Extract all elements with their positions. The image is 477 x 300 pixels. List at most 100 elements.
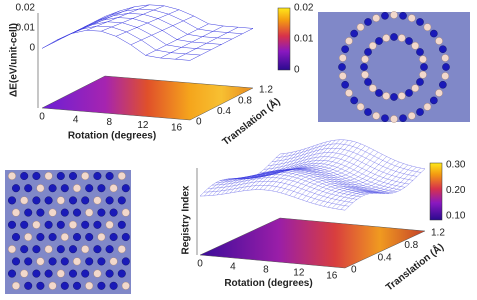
atom	[117, 220, 126, 229]
atom	[20, 196, 29, 205]
z-tick-label: 0.01	[16, 23, 36, 34]
mesh-line	[285, 145, 366, 195]
atom	[341, 80, 349, 89]
x-axis-label: Rotation (degrees)	[224, 278, 312, 289]
atom	[360, 63, 368, 71]
atom	[405, 89, 413, 97]
atom	[397, 34, 406, 42]
mesh-line	[189, 28, 254, 61]
atom	[390, 11, 398, 19]
x-tick-label: 0	[197, 259, 203, 270]
atom	[405, 37, 413, 45]
atom	[20, 220, 29, 229]
atom	[24, 257, 33, 266]
atom	[36, 281, 45, 290]
atom	[439, 80, 447, 89]
atom	[439, 45, 447, 54]
atom	[48, 257, 57, 266]
atom	[93, 171, 102, 180]
atom	[36, 232, 45, 241]
x-axis-label: Rotation (degrees)	[68, 131, 156, 142]
mesh-line	[104, 4, 254, 29]
atom	[117, 196, 126, 205]
z-tick-label: 0	[29, 43, 35, 54]
atom	[368, 84, 377, 93]
atom	[375, 89, 383, 97]
atom	[60, 257, 69, 266]
atom	[416, 78, 424, 86]
atom	[356, 23, 365, 31]
atom	[416, 48, 424, 56]
mesh-line	[268, 140, 349, 191]
atom	[85, 208, 94, 217]
wireframe	[41, 4, 254, 61]
atom	[68, 245, 77, 254]
atom	[109, 281, 118, 290]
atom	[44, 245, 53, 254]
colorbar-tick-label: 0.30	[446, 160, 466, 171]
atom	[420, 63, 428, 71]
atom	[81, 220, 90, 229]
atom	[72, 281, 81, 290]
mesh-line	[255, 139, 336, 190]
atom	[97, 232, 106, 241]
atom	[32, 220, 41, 229]
x-tick-label: 16	[171, 123, 183, 134]
atom	[11, 281, 20, 290]
atom	[441, 54, 450, 62]
atom	[72, 232, 81, 241]
atom	[36, 208, 45, 217]
atom	[11, 208, 20, 217]
mesh-line	[332, 166, 413, 209]
atom	[375, 37, 383, 45]
atom	[411, 41, 420, 50]
mesh-line	[221, 149, 302, 195]
mesh-line	[130, 15, 194, 46]
atom	[117, 245, 126, 254]
atom	[68, 171, 77, 180]
atom	[368, 41, 377, 50]
atom	[56, 269, 65, 278]
mesh-line	[297, 152, 379, 199]
mesh-line	[212, 151, 293, 196]
atom	[44, 220, 53, 229]
atom	[109, 184, 118, 193]
atom	[419, 55, 427, 64]
atom	[56, 196, 65, 205]
atom	[423, 103, 432, 111]
atom	[68, 196, 77, 205]
atom	[93, 220, 102, 229]
atom	[60, 208, 69, 217]
atom	[390, 93, 398, 101]
atom	[7, 245, 16, 254]
atom	[381, 11, 389, 20]
atom	[416, 108, 424, 116]
atom	[399, 114, 407, 123]
atom	[32, 269, 41, 278]
atom	[419, 70, 427, 79]
atom	[356, 103, 365, 111]
mesh-line	[276, 142, 357, 192]
atom	[72, 184, 81, 193]
atom	[32, 171, 41, 180]
atom	[397, 92, 406, 100]
atom	[68, 269, 77, 278]
atom	[345, 37, 353, 45]
atom	[441, 72, 450, 80]
mesh-line	[315, 160, 396, 205]
atom	[350, 29, 358, 38]
mesh-line	[272, 141, 353, 192]
atom	[117, 269, 126, 278]
atom	[56, 171, 65, 180]
atom	[338, 54, 347, 62]
atom	[105, 196, 114, 205]
mesh-line	[56, 10, 120, 41]
atom	[56, 220, 65, 229]
atom	[56, 245, 65, 254]
atom	[435, 89, 443, 97]
mesh-line	[52, 25, 201, 56]
atom	[11, 184, 20, 193]
mesh-line	[319, 161, 400, 206]
atom	[109, 232, 118, 241]
x-tick-label: 0	[39, 112, 45, 123]
